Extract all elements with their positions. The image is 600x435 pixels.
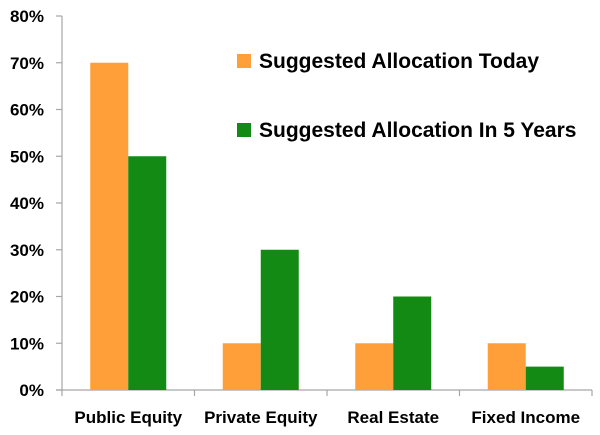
y-tick-label: 80% bbox=[10, 7, 44, 26]
y-tick-label: 70% bbox=[10, 54, 44, 73]
legend-label: Suggested Allocation In 5 Years bbox=[259, 119, 576, 142]
y-tick-label: 30% bbox=[10, 241, 44, 260]
y-tick-label: 40% bbox=[10, 194, 44, 213]
bar-in-5-years bbox=[393, 296, 432, 390]
y-tick-label: 20% bbox=[10, 288, 44, 307]
legend: Suggested Allocation Today Suggested Allo… bbox=[237, 50, 576, 142]
x-category-label: Real Estate bbox=[347, 408, 439, 427]
y-tick-label: 0% bbox=[19, 381, 44, 400]
y-tick-label: 60% bbox=[10, 101, 44, 120]
x-category-label: Fixed Income bbox=[471, 408, 580, 427]
bar-today bbox=[90, 62, 129, 390]
bar-today bbox=[487, 343, 526, 390]
bar-in-5-years bbox=[128, 156, 167, 390]
bar-today bbox=[355, 343, 394, 390]
bar-in-5-years bbox=[525, 366, 564, 390]
bar-today bbox=[222, 343, 261, 390]
legend-label: Suggested Allocation Today bbox=[259, 50, 539, 73]
legend-swatch bbox=[237, 123, 251, 137]
legend-swatch bbox=[237, 54, 251, 68]
bar-in-5-years bbox=[260, 249, 299, 390]
x-axis: Public Equity Private Equity Real Estate Fi… bbox=[56, 389, 593, 427]
y-tick-label: 50% bbox=[10, 147, 44, 166]
x-category-label: Private Equity bbox=[204, 408, 318, 427]
y-tick-label: 10% bbox=[10, 334, 44, 353]
bars bbox=[90, 62, 564, 390]
y-axis: 0% 10% 20% 30% 40% 50% 60% 70% 80% bbox=[10, 7, 63, 400]
x-category-label: Public Equity bbox=[74, 408, 182, 427]
